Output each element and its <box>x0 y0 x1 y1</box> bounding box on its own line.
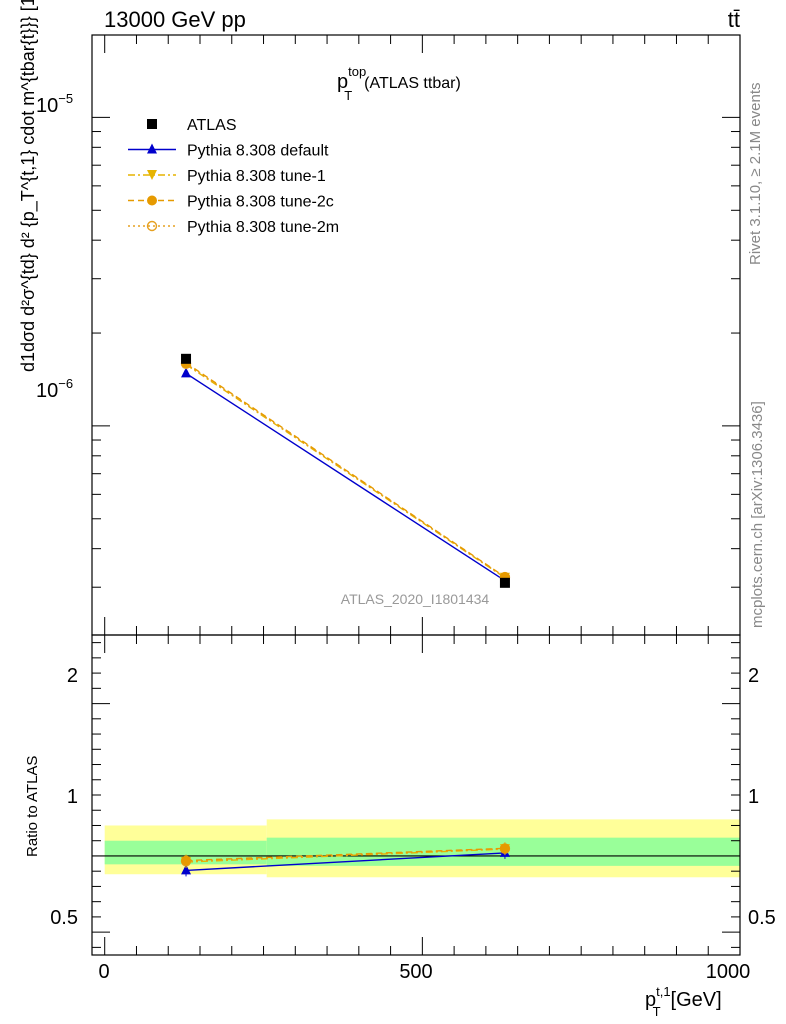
legend-marker-pythia-8-308-default <box>147 143 157 154</box>
ratio-line-pythia-8-308-default <box>185 852 505 872</box>
main-axis-ticks <box>92 35 741 635</box>
main-series-group <box>180 353 511 588</box>
ratio-uncertainty-bands <box>92 819 740 878</box>
ratio-series-group <box>180 842 511 877</box>
ratio-line-pythia-8-308-tune-2c <box>185 847 505 862</box>
x-axis-label: pt,1 T[GeV] <box>645 984 722 1019</box>
rivet-version-label: Rivet 3.1.10, ≥ 2.1M events <box>747 83 764 266</box>
data-point-pythia-8-308-default <box>181 367 192 378</box>
legend-entry-pythia-8-308-default: Pythia 8.308 default <box>187 143 329 160</box>
data-point-atlas <box>499 577 510 588</box>
ratio-point-pythia-8-308-tune-2c <box>499 843 510 854</box>
ratio-point-pythia-8-308-tune-2c <box>181 855 192 866</box>
legend-entry-pythia-8-308-tune-1: Pythia 8.308 tune-1 <box>187 168 326 185</box>
mcplots-label: mcplots.cern.ch [arXiv:1306.3436] <box>749 401 766 628</box>
analysis-watermark: ATLAS_2020_I1801434 <box>341 591 490 607</box>
ratio-y-tick-label-2: 2 <box>67 665 78 687</box>
ratio-y-tick-label-right-2: 2 <box>748 665 759 687</box>
x-tick-label-500: 500 <box>399 961 432 983</box>
energy-label: 13000 GeV pp <box>104 7 246 32</box>
process-label: tt̄ <box>728 7 740 32</box>
main-y-axis-label: d1dσd d²σ^{td} d² {p_T^{t,1} cdot m^{tba… <box>18 0 39 372</box>
legend-marker-pythia-8-308-tune-2c <box>147 195 157 206</box>
x-tick-label-0: 0 <box>98 961 109 983</box>
legend-marker-pythia-8-308-tune-2m <box>146 220 158 232</box>
series-line-pythia-8-308-default <box>185 372 506 582</box>
legend-entry-pythia-8-308-tune-2m: Pythia 8.308 tune-2m <box>187 219 339 236</box>
legend-entry-pythia-8-308-tune-2c: Pythia 8.308 tune-2c <box>187 194 334 211</box>
main-y-tick-label-1e-6: 10−6 <box>36 376 73 402</box>
ratio-y-axis-label: Ratio to ATLAS <box>24 756 41 857</box>
ratio-y-tick-label-right-1: 1 <box>748 786 759 808</box>
legend-marker-atlas <box>147 119 157 129</box>
main-plot-title: ptop T(ATLAS ttbar) <box>337 64 461 103</box>
ratio-y-tick-label-right-0.5: 0.5 <box>748 907 776 929</box>
data-point-atlas <box>181 353 192 364</box>
main-y-tick-label-1e-5: 10−5 <box>36 91 73 117</box>
series-line-pythia-8-308-tune-2c <box>185 362 506 578</box>
legend-marker-pythia-8-308-tune-1 <box>147 170 157 180</box>
ratio-y-tick-label-1: 1 <box>67 786 78 808</box>
ratio-axis-ticks <box>92 635 741 955</box>
legend: ATLAS Pythia 8.308 default Pythia 8.308 tu… <box>128 117 339 236</box>
x-tick-label-1000: 1000 <box>706 961 751 983</box>
ratio-panel: 2 1 0.5 2 1 0.5 Ratio to ATLAS 0 500 100… <box>24 634 776 1019</box>
legend-entry-atlas: ATLAS <box>187 117 237 134</box>
main-panel: 10−5 10−6 ptop T(ATLAS ttbar) ATLAS_2020_… <box>18 0 741 636</box>
ratio-frame <box>91 634 741 956</box>
ratio-point-pythia-8-308-default <box>181 864 192 875</box>
ratio-y-tick-label-0.5: 0.5 <box>50 907 78 929</box>
